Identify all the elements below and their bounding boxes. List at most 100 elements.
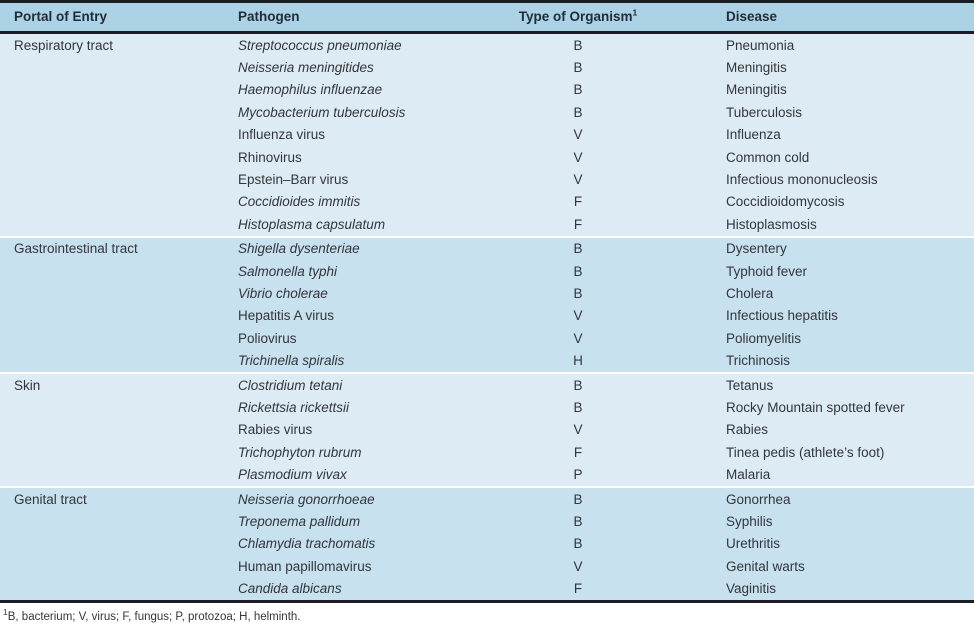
table-row: Rickettsia rickettsii B Rocky Mountain spo…: [0, 396, 974, 418]
organism-type-cell: V: [573, 558, 583, 574]
column-header-disease: Disease: [726, 9, 778, 24]
footnote-marker-superscript: 1: [3, 606, 8, 617]
column-header-type-of-organism-label: Type of Organism: [518, 9, 633, 24]
pathogen-cell: Haemophilus influenzae: [238, 82, 383, 98]
pathogen-cell: Histoplasma capsulatum: [238, 216, 386, 232]
organism-type-cell: B: [573, 104, 583, 120]
organism-type-cell: B: [573, 241, 583, 257]
organism-type-cell: V: [573, 172, 583, 188]
table-footnote: 1B, bacterium; V, virus; F, fungus; P, p…: [0, 603, 974, 623]
pathogen-cell: Trichinella spiralis: [238, 353, 345, 369]
table-row: Trichophyton rubrum F Tinea pedis (athlete…: [0, 441, 974, 463]
disease-cell: Rabies: [726, 422, 769, 438]
table-row: Poliovirus V Poliomyelitis: [0, 327, 974, 349]
organism-type-cell: V: [573, 422, 583, 438]
disease-cell: Dysentery: [726, 241, 787, 257]
disease-cell: Pneumonia: [726, 37, 795, 53]
pathogen-cell: Treponema pallidum: [238, 513, 361, 529]
footnote-reference-superscript: 1: [632, 7, 638, 18]
disease-cell: Rocky Mountain spotted fever: [726, 399, 905, 415]
organism-type-cell: B: [573, 536, 583, 552]
organism-type-cell: V: [573, 330, 583, 346]
section-respiratory-tract: Respiratory tract Streptococcus pneumonia…: [0, 34, 974, 236]
table-row: Mycobacterium tuberculosis B Tuberculosis: [0, 101, 974, 123]
pathogen-cell: Shigella dysenteriae: [238, 241, 360, 257]
table-row: Coccidioides immitis F Coccidioidomycosis: [0, 191, 974, 213]
table-row: Hepatitis A virus V Infectious hepatitis: [0, 305, 974, 327]
pathogen-cell: Vibrio cholerae: [238, 285, 328, 301]
table-row: Chlamydia trachomatis B Urethritis: [0, 533, 974, 555]
pathogen-cell: Salmonella typhi: [238, 263, 338, 279]
table-row: Haemophilus influenzae B Meningitis: [0, 79, 974, 101]
table-row: Rabies virus V Rabies: [0, 419, 974, 441]
portal-of-entry-cell: Skin: [14, 377, 41, 393]
table-row: Gastrointestinal tract Shigella dysenteri…: [0, 238, 974, 260]
organism-type-cell: B: [573, 263, 583, 279]
column-header-type-of-organism: Type of Organism1: [478, 3, 678, 31]
table-row: Rhinovirus V Common cold: [0, 146, 974, 168]
organism-type-cell: B: [573, 399, 583, 415]
disease-cell: Typhoid fever: [726, 263, 808, 279]
organism-type-cell: B: [573, 60, 583, 76]
organism-type-cell: B: [573, 377, 583, 393]
table-row: Candida albicans F Vaginitis: [0, 577, 974, 599]
table-row: Treponema pallidum B Syphilis: [0, 510, 974, 532]
disease-cell: Influenza: [726, 127, 781, 143]
table-row: Genital tract Neisseria gonorrhoeae B Gonor…: [0, 488, 974, 510]
disease-cell: Cholera: [726, 285, 774, 301]
disease-cell: Tetanus: [726, 377, 774, 393]
disease-cell: Urethritis: [726, 536, 781, 552]
footnote-text: B, bacterium; V, virus; F, fungus; P, pr…: [7, 610, 301, 623]
disease-cell: Infectious mononucleosis: [726, 172, 878, 188]
pathogen-cell: Chlamydia trachomatis: [238, 536, 376, 552]
disease-cell: Meningitis: [726, 82, 787, 98]
organism-type-cell: B: [573, 285, 583, 301]
pathogen-cell: Trichophyton rubrum: [238, 444, 362, 460]
disease-cell: Tuberculosis: [726, 104, 803, 120]
organism-type-cell: V: [573, 149, 583, 165]
column-header-portal-of-entry: Portal of Entry: [14, 9, 108, 24]
pathogen-cell: Coccidioides immitis: [238, 194, 361, 210]
table-row: Histoplasma capsulatum F Histoplasmosis: [0, 213, 974, 235]
organism-type-cell: P: [573, 467, 583, 483]
pathogen-cell: Plasmodium vivax: [238, 467, 347, 483]
column-header-pathogen: Pathogen: [238, 9, 300, 24]
disease-cell: Trichinosis: [726, 353, 791, 369]
pathogen-cell: Human papillomavirus: [238, 558, 372, 574]
table-row: Epstein–Barr virus V Infectious mononucleo…: [0, 168, 974, 190]
disease-cell: Tinea pedis (athlete’s foot): [726, 444, 885, 460]
disease-cell: Gonorrhea: [726, 491, 791, 507]
pathogen-cell: Rabies virus: [238, 422, 313, 438]
disease-cell: Histoplasmosis: [726, 216, 817, 232]
table-row: Neisseria meningitides B Meningitis: [0, 56, 974, 78]
disease-cell: Common cold: [726, 149, 810, 165]
organism-type-cell: F: [573, 581, 583, 597]
table-row: Plasmodium vivax P Malaria: [0, 463, 974, 485]
pathogen-cell: Hepatitis A virus: [238, 308, 335, 324]
pathogen-cell: Mycobacterium tuberculosis: [238, 104, 406, 120]
organism-type-cell: F: [573, 194, 583, 210]
disease-cell: Poliomyelitis: [726, 330, 802, 346]
table-row: Skin Clostridium tetani B Tetanus: [0, 374, 974, 396]
pathogen-cell: Rhinovirus: [238, 149, 302, 165]
portal-of-entry-cell: Respiratory tract: [14, 37, 114, 53]
pathogen-cell: Neisseria gonorrhoeae: [238, 491, 375, 507]
table-header-row: Portal of Entry Pathogen Type of Organis…: [0, 0, 974, 34]
section-skin: Skin Clostridium tetani B Tetanus Rickettsia…: [0, 373, 974, 486]
section-genital-tract: Genital tract Neisseria gonorrhoeae B Gonor…: [0, 487, 974, 600]
pathogen-cell: Influenza virus: [238, 127, 326, 143]
portal-of-entry-cell: Gastrointestinal tract: [14, 241, 138, 257]
pathogen-cell: Rickettsia rickettsii: [238, 399, 350, 415]
disease-cell: Meningitis: [726, 60, 787, 76]
table-row: Human papillomavirus V Genital warts: [0, 555, 974, 577]
table-row: Influenza virus V Influenza: [0, 124, 974, 146]
table-row: Trichinella spiralis H Trichinosis: [0, 349, 974, 371]
section-gastrointestinal-tract: Gastrointestinal tract Shigella dysenteri…: [0, 237, 974, 372]
table-row: Respiratory tract Streptococcus pneumonia…: [0, 34, 974, 56]
organism-type-cell: B: [573, 37, 583, 53]
pathogen-cell: Candida albicans: [238, 581, 342, 597]
organism-type-cell: H: [573, 353, 583, 369]
disease-cell: Malaria: [726, 467, 771, 483]
pathogen-cell: Clostridium tetani: [238, 377, 343, 393]
